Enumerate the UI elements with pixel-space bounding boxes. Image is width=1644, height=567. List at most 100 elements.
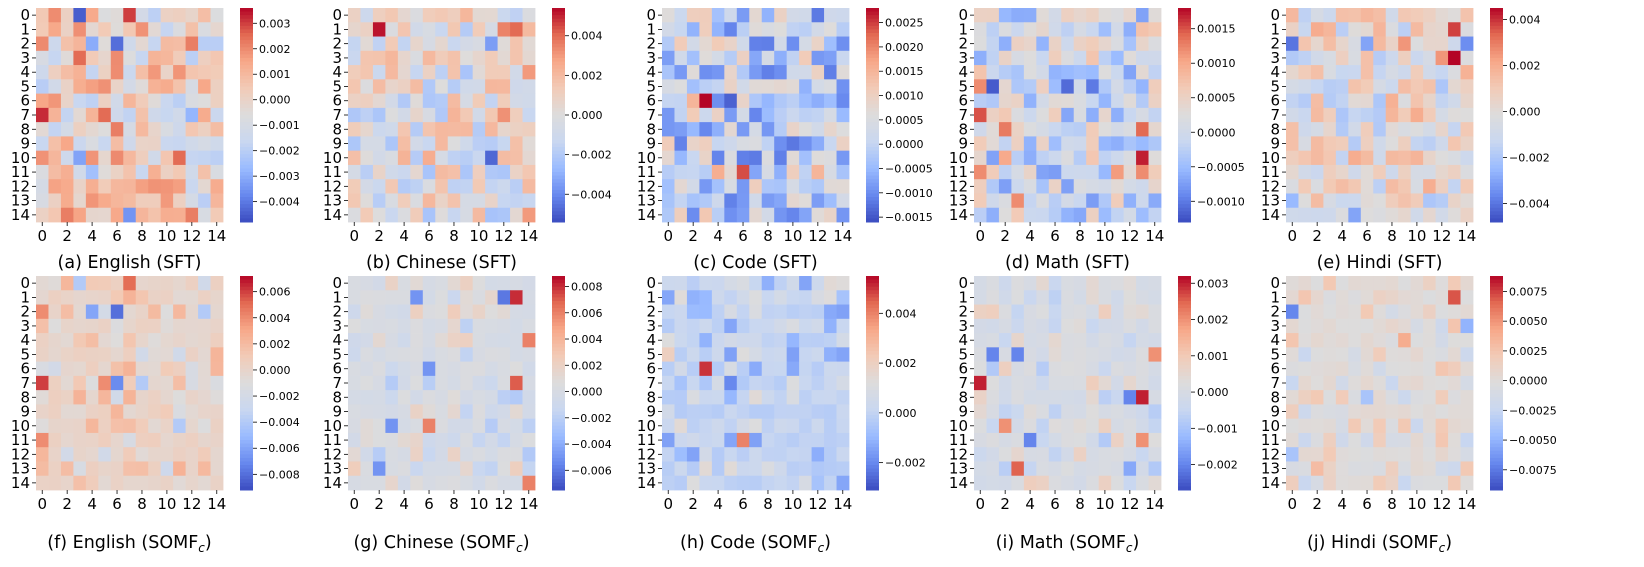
heatmap-cell bbox=[1048, 318, 1062, 334]
heatmap-cell bbox=[510, 461, 523, 477]
heatmap-cell bbox=[986, 122, 1000, 137]
heatmap-cell bbox=[372, 79, 386, 94]
heatmap-cell bbox=[210, 79, 224, 94]
heatmap-cell bbox=[185, 79, 199, 94]
heatmap-cell bbox=[1298, 475, 1312, 491]
heatmap-cell bbox=[836, 361, 850, 377]
heatmap-cell bbox=[36, 304, 49, 320]
y-tick-label: 1 bbox=[958, 20, 968, 38]
heatmap-cell bbox=[435, 432, 449, 448]
heatmap-cell bbox=[48, 432, 62, 448]
colorbar-segment bbox=[240, 390, 253, 395]
heatmap-cell bbox=[73, 290, 87, 305]
colorbar-segment bbox=[1490, 15, 1503, 20]
heatmap-cell bbox=[836, 475, 850, 491]
heatmap-cell bbox=[736, 418, 750, 434]
colorbar-segment bbox=[552, 200, 565, 205]
heatmap-cell bbox=[986, 290, 1000, 305]
heatmap-cell bbox=[1098, 432, 1112, 448]
heatmap-cell bbox=[85, 207, 99, 223]
heatmap-cell bbox=[1148, 290, 1162, 305]
heatmap-cell bbox=[811, 8, 825, 23]
colorbar-segment bbox=[1178, 361, 1191, 366]
heatmap-cell bbox=[674, 361, 688, 377]
heatmap-cell bbox=[360, 207, 374, 223]
heatmap-cell bbox=[422, 122, 436, 137]
heatmap-cell bbox=[485, 290, 498, 305]
x-tick-label: 12 bbox=[808, 495, 827, 513]
heatmap-cell bbox=[1410, 361, 1424, 377]
colorbar-segment bbox=[1490, 283, 1503, 288]
heatmap-cell bbox=[1086, 475, 1100, 491]
colorbar-segment bbox=[866, 36, 879, 41]
y-tick-label: 10 bbox=[949, 149, 968, 167]
heatmap-cell bbox=[686, 418, 700, 434]
heatmap-cell bbox=[422, 318, 436, 334]
x-tick-label: 2 bbox=[374, 495, 384, 513]
heatmap-cell bbox=[210, 107, 224, 123]
heatmap-cell bbox=[711, 22, 725, 37]
heatmap-cell bbox=[123, 461, 137, 477]
y-tick-label: 12 bbox=[949, 177, 968, 195]
y-tick-label: 7 bbox=[20, 374, 30, 392]
heatmap-cell bbox=[986, 347, 1000, 362]
y-tick-label: 10 bbox=[949, 417, 968, 435]
heatmap-cell bbox=[774, 318, 788, 334]
heatmap-cell bbox=[824, 193, 837, 209]
heatmap-cell bbox=[210, 475, 224, 491]
heatmap-cell bbox=[1061, 304, 1075, 320]
colorbar-segment bbox=[1490, 75, 1503, 80]
colorbar-segment bbox=[552, 475, 565, 480]
heatmap-cell bbox=[699, 404, 713, 420]
heatmap-cell bbox=[36, 347, 49, 362]
heatmap-cell bbox=[1023, 418, 1037, 434]
heatmap-cell bbox=[485, 22, 498, 37]
heatmap-cell bbox=[1435, 347, 1449, 362]
heatmap-cell bbox=[410, 318, 424, 334]
colorbar-segment bbox=[1178, 365, 1191, 370]
heatmap-cell bbox=[1023, 404, 1037, 420]
heatmap-cell bbox=[210, 93, 224, 109]
heatmap-cell bbox=[1148, 390, 1162, 405]
heatmap-cell bbox=[1360, 50, 1374, 66]
heatmap-cell bbox=[824, 8, 837, 23]
heatmap-cell bbox=[348, 475, 361, 491]
colorbar-segment bbox=[552, 415, 565, 420]
heatmap-cell bbox=[1023, 150, 1037, 166]
heatmap-cell bbox=[1310, 333, 1324, 348]
heatmap-cell bbox=[686, 304, 700, 320]
heatmap-cell bbox=[1036, 22, 1050, 37]
heatmap-cell bbox=[173, 447, 186, 462]
heatmap-cell bbox=[1061, 207, 1075, 223]
heatmap-cell bbox=[662, 390, 675, 405]
colorbar-segment bbox=[240, 100, 253, 105]
heatmap-cell bbox=[1360, 390, 1374, 405]
heatmap-cell bbox=[48, 65, 62, 80]
heatmap-cell bbox=[1073, 447, 1087, 462]
heatmap-cell bbox=[811, 164, 825, 180]
heatmap-cell bbox=[110, 136, 124, 152]
heatmap-cell bbox=[1335, 136, 1349, 152]
heatmap-cell bbox=[686, 136, 700, 152]
heatmap-cell bbox=[724, 122, 738, 137]
colorbar-segment bbox=[240, 72, 253, 77]
colorbar-segment bbox=[1490, 29, 1503, 34]
heatmap-cell bbox=[1048, 65, 1062, 80]
heatmap-cell bbox=[1385, 50, 1399, 66]
colorbar-tick-label: −0.002 bbox=[1509, 152, 1550, 165]
heatmap-cell bbox=[485, 164, 498, 180]
heatmap-cell bbox=[724, 136, 738, 152]
heatmap-cell bbox=[749, 461, 763, 477]
heatmap-cell bbox=[60, 207, 74, 223]
heatmap-cell bbox=[185, 461, 199, 477]
heatmap-cell bbox=[36, 93, 49, 109]
y-tick-label: 2 bbox=[1270, 303, 1280, 321]
heatmap-cell bbox=[1148, 36, 1162, 52]
heatmap-cell bbox=[1435, 432, 1449, 448]
colorbar-segment bbox=[1178, 397, 1191, 402]
heatmap-cell bbox=[1323, 333, 1337, 348]
heatmap-cell bbox=[372, 475, 386, 491]
heatmap-cell bbox=[85, 107, 99, 123]
y-tick-label: 0 bbox=[646, 274, 656, 292]
